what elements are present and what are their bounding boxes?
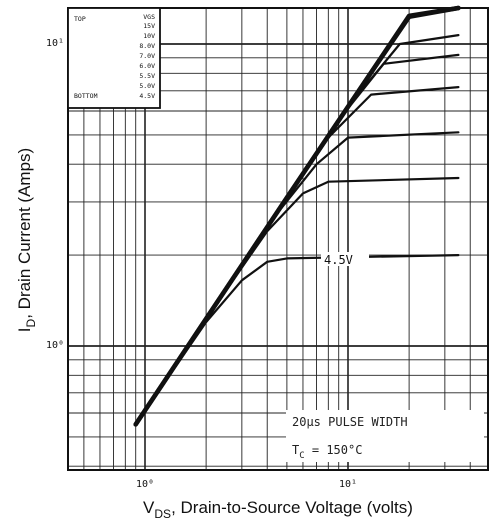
temp-note-sub: C [299,451,304,461]
temp-note-value: = 150°C [305,443,363,457]
y-axis-title-rest: , Drain Current (Amps) [15,148,34,319]
curve-label-4-5v: 4.5V [324,253,353,267]
pulse-width-note: 20µs PULSE WIDTH [292,415,408,429]
curve-vgs-4-5v [134,254,460,426]
curve-label-backdrop [321,252,369,266]
legend-row-value: 4.5V [139,92,155,100]
y-axis-title-sub: D [24,318,38,327]
legend-rows: 15V 10V 8.0V 7.0V 6.0V 5.5V 5.0V BOTTOM 4.5V [74,22,155,100]
plot-frame [67,7,489,471]
x-axis-title-main: V [143,498,155,517]
legend-row-left: BOTTOM [74,92,98,100]
x-axis-title: VDS, Drain-to-Source Voltage (volts) [143,498,413,521]
legend-row-value: 7.0V [139,52,155,60]
legend-header-left: TOP [74,15,86,23]
y-tick-label: 10¹ [46,38,64,49]
x-axis-title-sub: DS [154,507,171,521]
legend: TOP VGS 15V 10V 8.0V 7.0V 6.0V 5.5V 5.0V BOTTOM… [67,7,161,109]
note-backdrop [286,410,484,462]
tick-labels: 10⁰ 10¹ 10⁰ 10¹ [46,38,357,490]
legend-header-right: VGS [143,13,155,21]
legend-row-value: 5.5V [139,72,155,80]
x-axis-title-rest: , Drain-to-Source Voltage (volts) [171,498,413,517]
temp-note-prefix: T [292,443,299,457]
y-tick-label: 10⁰ [46,340,64,351]
legend-row-value: 8.0V [139,42,155,50]
legend-row-value: 10V [143,32,155,40]
legend-row-value: 5.0V [139,82,155,90]
curves [133,5,461,427]
y-axis-title-main: I [15,327,34,332]
curve-vgs-5-0v [134,176,460,426]
y-axis-title: ID, Drain Current (Amps) [15,148,38,332]
temperature-note: TC = 150°C [292,443,362,461]
x-tick-label: 10⁰ [136,479,154,490]
x-tick-label: 10¹ [339,479,357,490]
legend-row-value: 15V [143,22,155,30]
legend-row-value: 6.0V [139,62,155,70]
legend-box [67,7,161,109]
